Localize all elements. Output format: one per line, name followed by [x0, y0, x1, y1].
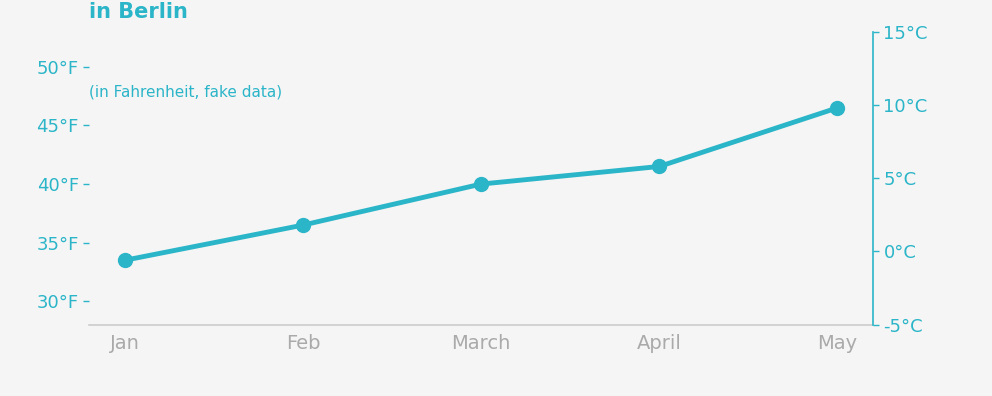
Text: (in Fahrenheit, fake data): (in Fahrenheit, fake data): [89, 84, 283, 99]
Text: Average temperature
in Berlin: Average temperature in Berlin: [89, 0, 342, 22]
